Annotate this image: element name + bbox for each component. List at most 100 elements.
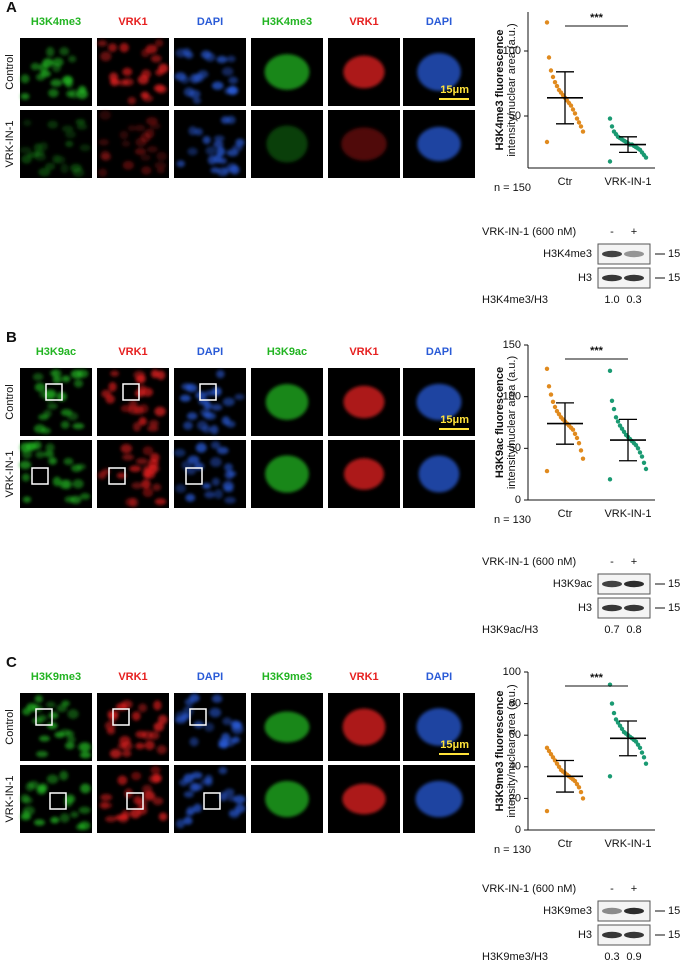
- band-label: H3: [578, 272, 592, 284]
- nucleus: [144, 470, 156, 479]
- nucleus: [36, 750, 49, 758]
- nucleus: [47, 402, 58, 410]
- data-point: [643, 466, 649, 472]
- nucleus: [80, 742, 92, 752]
- x-tick-label: VRK-IN-1: [604, 176, 651, 188]
- y-tick-label: 100: [503, 391, 521, 403]
- data-point: [570, 107, 576, 112]
- data-point: [546, 55, 552, 60]
- nucleus: [196, 420, 208, 431]
- data-point: [641, 460, 647, 465]
- channel-label: DAPI: [426, 671, 452, 683]
- cells: [343, 55, 385, 89]
- data-point: [639, 750, 645, 755]
- nucleus: [154, 39, 164, 47]
- nucleus: [209, 707, 222, 718]
- row-label: VRK-IN-1: [4, 775, 16, 822]
- data-point: [556, 87, 562, 93]
- data-point: [609, 701, 615, 706]
- nucleus: [176, 160, 185, 168]
- nucleus: [156, 744, 167, 755]
- data-point: [544, 468, 550, 474]
- nucleus: [19, 460, 32, 470]
- data-point: [544, 20, 550, 25]
- nucleus: [76, 823, 86, 831]
- nucleus: [32, 373, 44, 381]
- nucleus: [23, 119, 32, 127]
- micrograph: [97, 110, 169, 178]
- nucleus: [63, 457, 74, 466]
- band-label: H3: [578, 602, 592, 614]
- nucleus: [213, 140, 224, 149]
- nucleus: [131, 482, 143, 489]
- nucleus: [59, 813, 70, 823]
- data-point: [576, 120, 582, 125]
- data-point: [609, 124, 615, 129]
- cells: [20, 46, 88, 100]
- nucleus: [100, 793, 113, 801]
- nucleus: [39, 141, 48, 151]
- nucleus: [22, 496, 32, 503]
- data-point: [550, 74, 556, 80]
- nucleus: [152, 797, 164, 806]
- nucleus: [127, 125, 136, 132]
- y-axis-label: intensity/nuclear area (a.u.): [506, 356, 518, 489]
- nucleus: [78, 806, 91, 814]
- nucleus: [141, 48, 150, 58]
- nucleus: [211, 81, 224, 90]
- micrograph: [328, 765, 400, 833]
- band: [602, 250, 622, 258]
- nucleus: [204, 491, 216, 499]
- cells: [97, 39, 169, 105]
- nucleus: [193, 73, 204, 83]
- nucleus: [135, 375, 146, 384]
- nucleus: [182, 48, 191, 56]
- y-tick-label: 20: [509, 792, 521, 804]
- nucleus: [117, 79, 129, 86]
- data-point: [552, 80, 558, 85]
- channel-label: H3K4me3: [262, 16, 312, 28]
- nucleus: [222, 717, 232, 726]
- data-point: [544, 366, 550, 371]
- channel-label: VRK1: [118, 346, 147, 358]
- nucleus: [142, 387, 154, 397]
- blot-box: [597, 243, 651, 265]
- data-point: [617, 423, 623, 428]
- nucleus: [119, 130, 129, 140]
- band-label: H3: [578, 929, 592, 941]
- cells: [417, 53, 461, 91]
- nucleus: [214, 489, 223, 499]
- nucleus: [129, 497, 139, 508]
- nucleus: [97, 40, 108, 47]
- nucleus: [175, 819, 185, 829]
- nucleus: [228, 86, 238, 95]
- data-point: [615, 419, 621, 424]
- data-point: [580, 456, 586, 461]
- nucleus: [233, 794, 246, 804]
- nucleus: [143, 790, 155, 801]
- data-point: [552, 404, 558, 410]
- cells: [341, 127, 387, 161]
- ratio-value: 0.9: [626, 951, 641, 963]
- nucleus: [211, 386, 222, 397]
- nucleus: [153, 700, 162, 711]
- nucleus: [67, 709, 79, 719]
- nucleus: [265, 455, 309, 493]
- nucleus: [60, 163, 69, 174]
- marker-label: 15: [668, 905, 680, 917]
- nucleus: [35, 450, 45, 459]
- nucleus: [341, 127, 387, 161]
- nucleus: [264, 54, 310, 90]
- band: [624, 907, 644, 915]
- scale-bar-label: 15μm: [440, 84, 469, 96]
- nucleus: [185, 383, 198, 393]
- nucleus: [20, 442, 31, 453]
- nucleus: [202, 135, 211, 145]
- inset-box: [122, 383, 140, 401]
- nucleus: [32, 717, 44, 725]
- data-point: [576, 785, 582, 790]
- nucleus: [100, 153, 112, 162]
- nucleus: [19, 146, 32, 154]
- sd-bar: [556, 402, 574, 445]
- data-point: [572, 111, 578, 116]
